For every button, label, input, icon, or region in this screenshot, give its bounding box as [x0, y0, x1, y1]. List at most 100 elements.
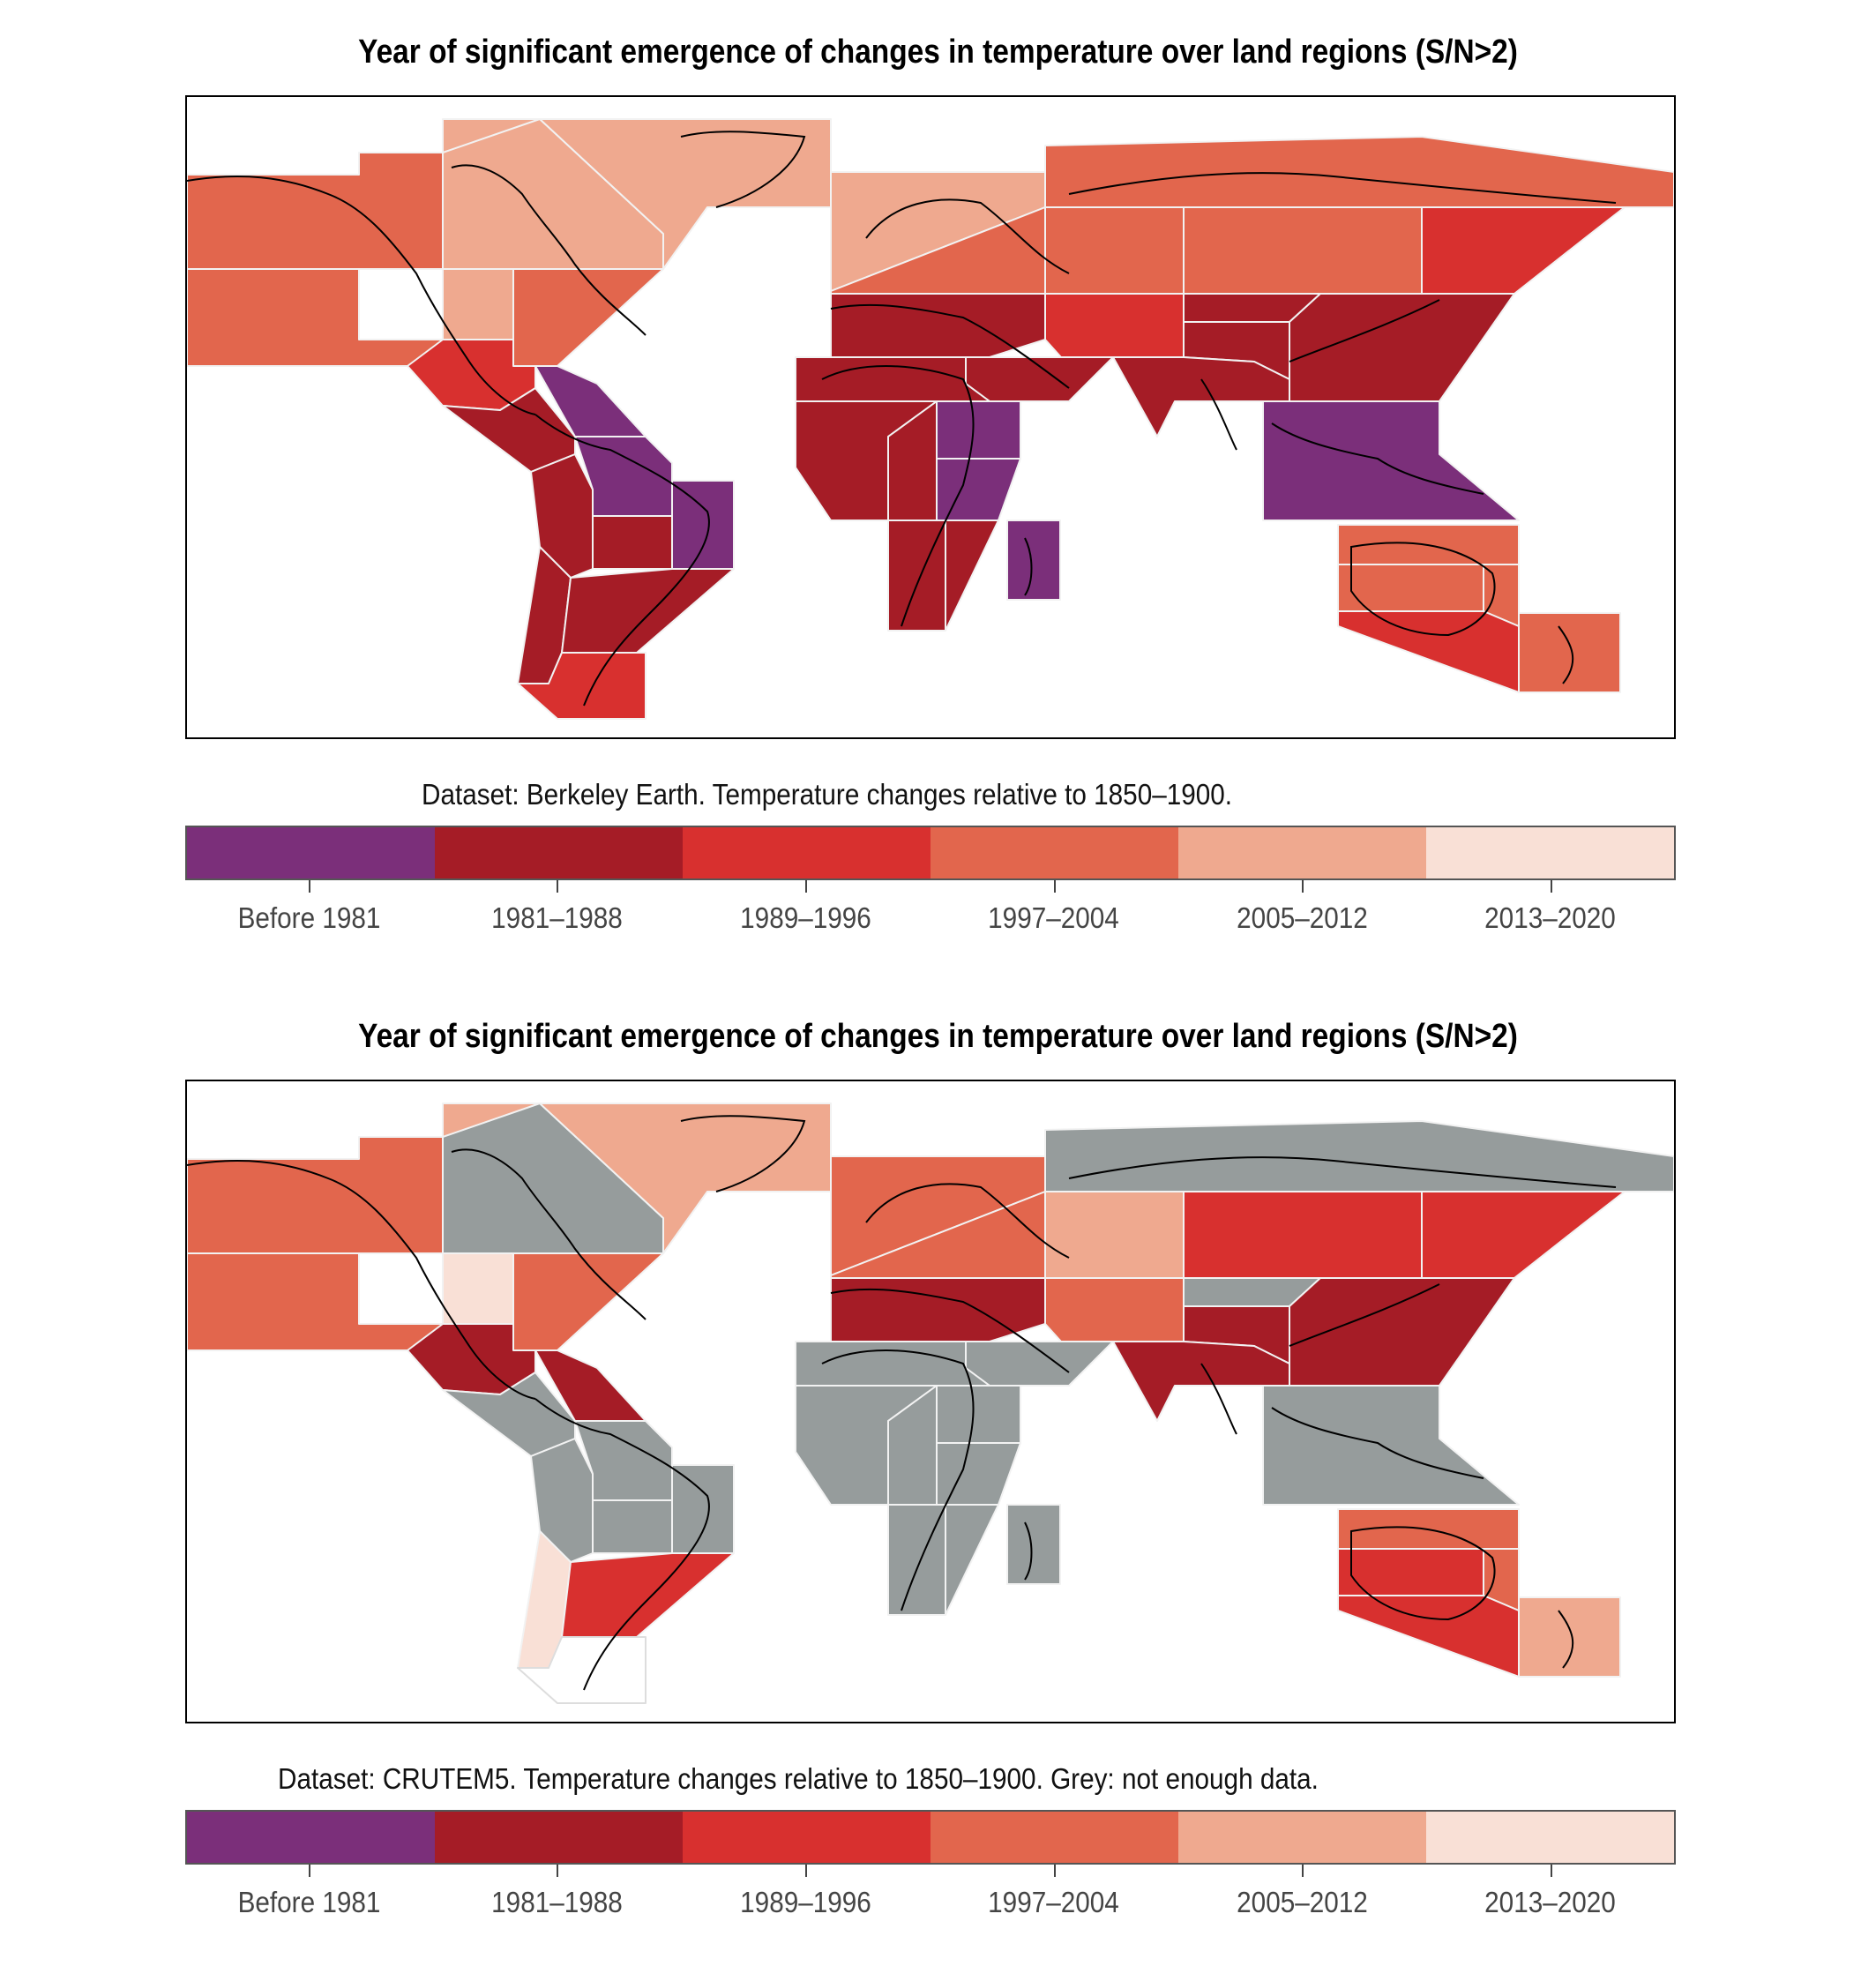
panel2-caption: Dataset: CRUTEM5. Temperature changes re… [278, 1762, 1319, 1795]
legend1-swatch-2013-2020 [1426, 827, 1674, 878]
region-esaf [945, 520, 999, 632]
region-nes [671, 1464, 735, 1554]
region-ssa [517, 652, 647, 720]
legend2-label: 2013–2020 [1484, 1886, 1616, 1918]
region-sas [1112, 1341, 1290, 1422]
region-neaf [936, 400, 1021, 460]
coastline [680, 131, 806, 208]
region-arp [965, 1341, 1114, 1387]
coastline [1558, 1610, 1574, 1669]
legend1-ticks [185, 880, 1676, 893]
legend1-tick [805, 880, 807, 893]
region-ses [561, 1552, 735, 1638]
legend2-label: Before 1981 [237, 1886, 381, 1918]
panel1-map [185, 95, 1676, 739]
legend1-swatch-2005-2012 [1178, 827, 1426, 878]
panel1-legend [185, 826, 1676, 880]
region-car [534, 365, 647, 437]
coastline [1558, 625, 1574, 684]
region-sam [592, 1499, 673, 1554]
region-nwn [187, 1136, 444, 1254]
coastline [1200, 1363, 1237, 1435]
region-rfe [1421, 1191, 1626, 1279]
region-wsaf [887, 1504, 946, 1616]
legend2-label: 1981–1988 [491, 1886, 623, 1918]
region-wca [1044, 1277, 1185, 1351]
coastline [1024, 1521, 1033, 1581]
region-sau [1337, 1595, 1520, 1678]
region-rar [1044, 136, 1674, 208]
region-mdg [1006, 520, 1061, 601]
region-arp [965, 356, 1114, 402]
coastline [187, 176, 536, 415]
legend2-tick [1551, 1865, 1552, 1877]
legend1-swatch-1997-2004 [931, 827, 1178, 878]
legend1-tick [557, 880, 558, 893]
legend2-swatch-2013-2020 [1426, 1812, 1674, 1863]
panel1-caption: Dataset: Berkeley Earth. Temperature cha… [422, 778, 1233, 811]
coastline [1350, 1526, 1496, 1621]
region-ses [561, 568, 735, 654]
region-nwn [187, 152, 444, 270]
coastline [451, 164, 647, 336]
region-cau [1337, 564, 1484, 612]
coastline [1200, 378, 1237, 451]
legend1-swatch-before-1981 [187, 827, 435, 878]
region-nz [1518, 1596, 1621, 1678]
coastline [1289, 1283, 1440, 1347]
panel2-map [185, 1080, 1676, 1723]
panel1-map-svg [187, 118, 1674, 720]
region-sea [1262, 1385, 1520, 1506]
legend2-tick [805, 1865, 807, 1877]
legend2-label: 1989–1996 [740, 1886, 871, 1918]
region-ena [512, 1252, 664, 1351]
coastline [1024, 537, 1033, 596]
region-seaf [936, 458, 1021, 521]
region-sah [795, 1341, 990, 1387]
legend2-label: 1997–2004 [988, 1886, 1119, 1918]
region-wsb [1044, 1191, 1185, 1279]
coastline [1271, 1407, 1484, 1479]
legend1-label: 1981–1988 [491, 901, 623, 934]
legend1-tick [1054, 880, 1056, 893]
coastline [1068, 1156, 1617, 1188]
region-esb [1183, 1191, 1423, 1279]
panel1-title: Year of significant emergence of changes… [358, 34, 1518, 71]
region-ena [512, 268, 664, 367]
region-nz [1518, 612, 1621, 693]
coastline [1068, 172, 1617, 204]
region-car [534, 1349, 647, 1422]
region-eas [1289, 1277, 1515, 1387]
region-wna [187, 268, 444, 367]
region-sah [795, 356, 990, 402]
legend1-tick [1302, 880, 1304, 893]
region-sas [1112, 356, 1290, 437]
coastline [821, 365, 975, 627]
coastline [865, 1183, 1070, 1259]
legend2-tick [1054, 1865, 1056, 1877]
legend1-labels: Before 1981 1981–1988 1989–1996 1997–200… [185, 901, 1676, 937]
legend2-ticks [185, 1865, 1676, 1877]
legend2-tick [557, 1865, 558, 1877]
legend2-tick [309, 1865, 310, 1877]
region-wna [187, 1252, 444, 1351]
coastline [830, 1288, 1070, 1373]
region-sea [1262, 400, 1520, 521]
legend2-swatch-1981-1988 [435, 1812, 683, 1863]
region-sau [1337, 610, 1520, 693]
coastline [1271, 422, 1484, 495]
legend2-label: 2005–2012 [1237, 1886, 1368, 1918]
region-wsb [1044, 206, 1185, 295]
panel2-title: Year of significant emergence of changes… [358, 1018, 1518, 1055]
panel2-map-svg [187, 1103, 1674, 1704]
legend1-label: 1997–2004 [988, 901, 1119, 934]
region-ssa [517, 1636, 647, 1704]
coastline [680, 1115, 806, 1192]
coastline [451, 1148, 647, 1320]
region-esaf [945, 1504, 999, 1616]
region-rar [1044, 1120, 1674, 1192]
region-wsaf [887, 520, 946, 632]
region-nes [671, 480, 735, 570]
region-seaf [936, 1442, 1021, 1506]
region-neaf [936, 1385, 1021, 1444]
